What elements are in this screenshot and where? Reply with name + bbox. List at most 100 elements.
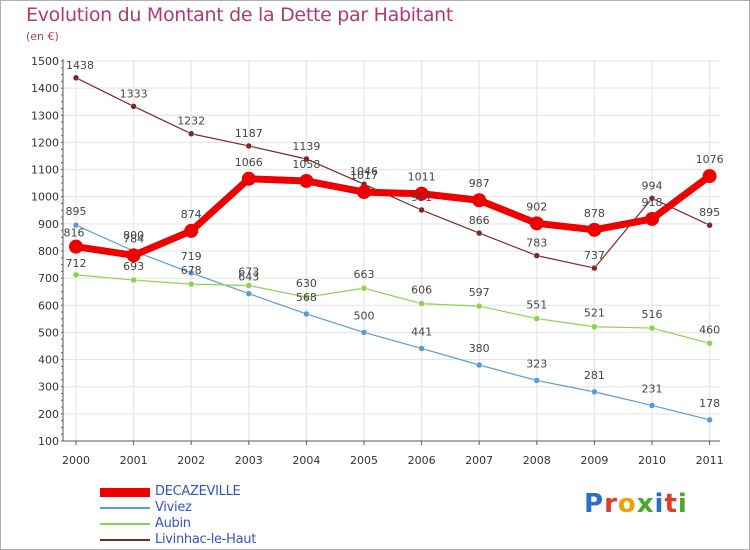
data-point <box>533 252 541 259</box>
data-label: 918 <box>642 196 663 209</box>
data-point <box>475 302 483 310</box>
y-tick-label: 1000 <box>31 191 59 204</box>
data-point <box>130 103 137 110</box>
data-point <box>72 74 80 82</box>
data-label: 866 <box>469 214 490 227</box>
data-point <box>303 293 310 301</box>
data-label: 231 <box>642 382 663 395</box>
data-point <box>472 193 487 208</box>
y-tick-label: 1100 <box>31 164 59 177</box>
data-point <box>529 216 544 231</box>
data-label: 987 <box>469 177 490 190</box>
data-point <box>360 284 368 292</box>
data-point <box>126 248 141 263</box>
data-label: 551 <box>526 299 547 312</box>
data-point <box>533 315 541 322</box>
data-label: 516 <box>642 308 663 321</box>
data-label: 719 <box>181 250 202 263</box>
data-point <box>648 195 656 202</box>
series-lines <box>72 77 714 421</box>
data-point <box>187 269 195 277</box>
y-tick-label: 1300 <box>31 109 59 122</box>
data-label: 784 <box>123 232 144 245</box>
data-point <box>706 416 713 424</box>
logo-letter: o <box>617 489 637 519</box>
data-point <box>303 310 310 318</box>
x-tick-label: 2004 <box>292 454 320 467</box>
proxiti-logo: Proxiti <box>584 489 688 519</box>
data-point <box>702 169 717 184</box>
data-label: 606 <box>411 284 432 297</box>
data-point <box>418 300 425 307</box>
logo-letter: P <box>584 489 605 519</box>
data-point <box>591 264 598 272</box>
data-label: 878 <box>584 207 605 220</box>
data-point <box>245 282 253 289</box>
data-label: 902 <box>526 200 547 213</box>
y-tick-label: 100 <box>38 435 59 448</box>
logo-letter: x <box>636 489 655 519</box>
data-label: 500 <box>354 309 375 322</box>
grid-lines <box>63 60 720 442</box>
data-label: 323 <box>526 357 547 370</box>
y-tick-label: 1500 <box>31 55 59 68</box>
data-label: 1017 <box>350 169 378 182</box>
data-label: 800 <box>123 229 144 242</box>
data-label: 1438 <box>66 59 94 72</box>
data-point <box>241 171 256 186</box>
legend-label: Livinhac-le-Haut <box>155 532 257 547</box>
y-tick-label: 600 <box>38 299 59 312</box>
data-label: 895 <box>66 205 87 218</box>
axes <box>61 59 720 445</box>
series-line <box>75 224 711 421</box>
data-label: 521 <box>584 307 605 320</box>
y-tick-label: 1200 <box>31 136 59 149</box>
series-line <box>75 77 711 269</box>
data-label: 678 <box>181 264 202 277</box>
data-point <box>245 142 253 150</box>
y-tick-label: 500 <box>38 326 59 339</box>
data-labels: 1438 1333 1232 1187 1139 1046 951 866 783 737 994 8… <box>64 59 724 410</box>
data-label: 643 <box>238 271 259 284</box>
data-point <box>69 239 83 254</box>
data-label: 281 <box>584 369 605 382</box>
data-point <box>648 324 656 332</box>
data-label: 1333 <box>120 87 148 100</box>
x-tick-label: 2010 <box>638 454 666 467</box>
data-label: 874 <box>181 208 202 221</box>
data-label: 460 <box>699 323 720 336</box>
data-label: 1187 <box>235 127 263 140</box>
data-label: 895 <box>699 206 720 219</box>
data-label: 380 <box>469 342 490 355</box>
data-point <box>72 271 80 279</box>
x-tick-label: 2003 <box>235 454 263 467</box>
data-label: 994 <box>642 179 663 192</box>
data-label: 178 <box>699 397 720 410</box>
data-label: 1232 <box>177 115 205 128</box>
y-tick-label: 200 <box>38 408 59 421</box>
tick-labels: 100 200 300 400 500 600 700 800 900 1000 1100 1200 1… <box>31 55 724 467</box>
chart-title: Evolution du Montant de la Dette par Hab… <box>26 4 454 26</box>
legend-label: DECAZEVILLE <box>155 484 241 499</box>
data-point <box>187 130 195 137</box>
data-point <box>72 221 80 229</box>
y-tick-label: 900 <box>38 218 59 231</box>
data-label: 816 <box>64 227 85 240</box>
data-point <box>130 276 137 284</box>
data-label: 663 <box>354 268 375 281</box>
data-label: 1076 <box>696 153 724 166</box>
x-tick-label: 2007 <box>465 454 493 467</box>
data-point <box>414 186 429 201</box>
data-point <box>591 388 598 396</box>
data-point <box>587 222 602 237</box>
data-point <box>648 402 656 409</box>
data-point <box>645 211 659 226</box>
data-point <box>475 229 483 237</box>
x-tick-label: 2011 <box>696 454 724 467</box>
y-tick-label: 800 <box>38 245 59 258</box>
data-point <box>418 345 425 352</box>
y-tick-label: 700 <box>38 272 59 285</box>
data-label: 783 <box>526 237 547 250</box>
